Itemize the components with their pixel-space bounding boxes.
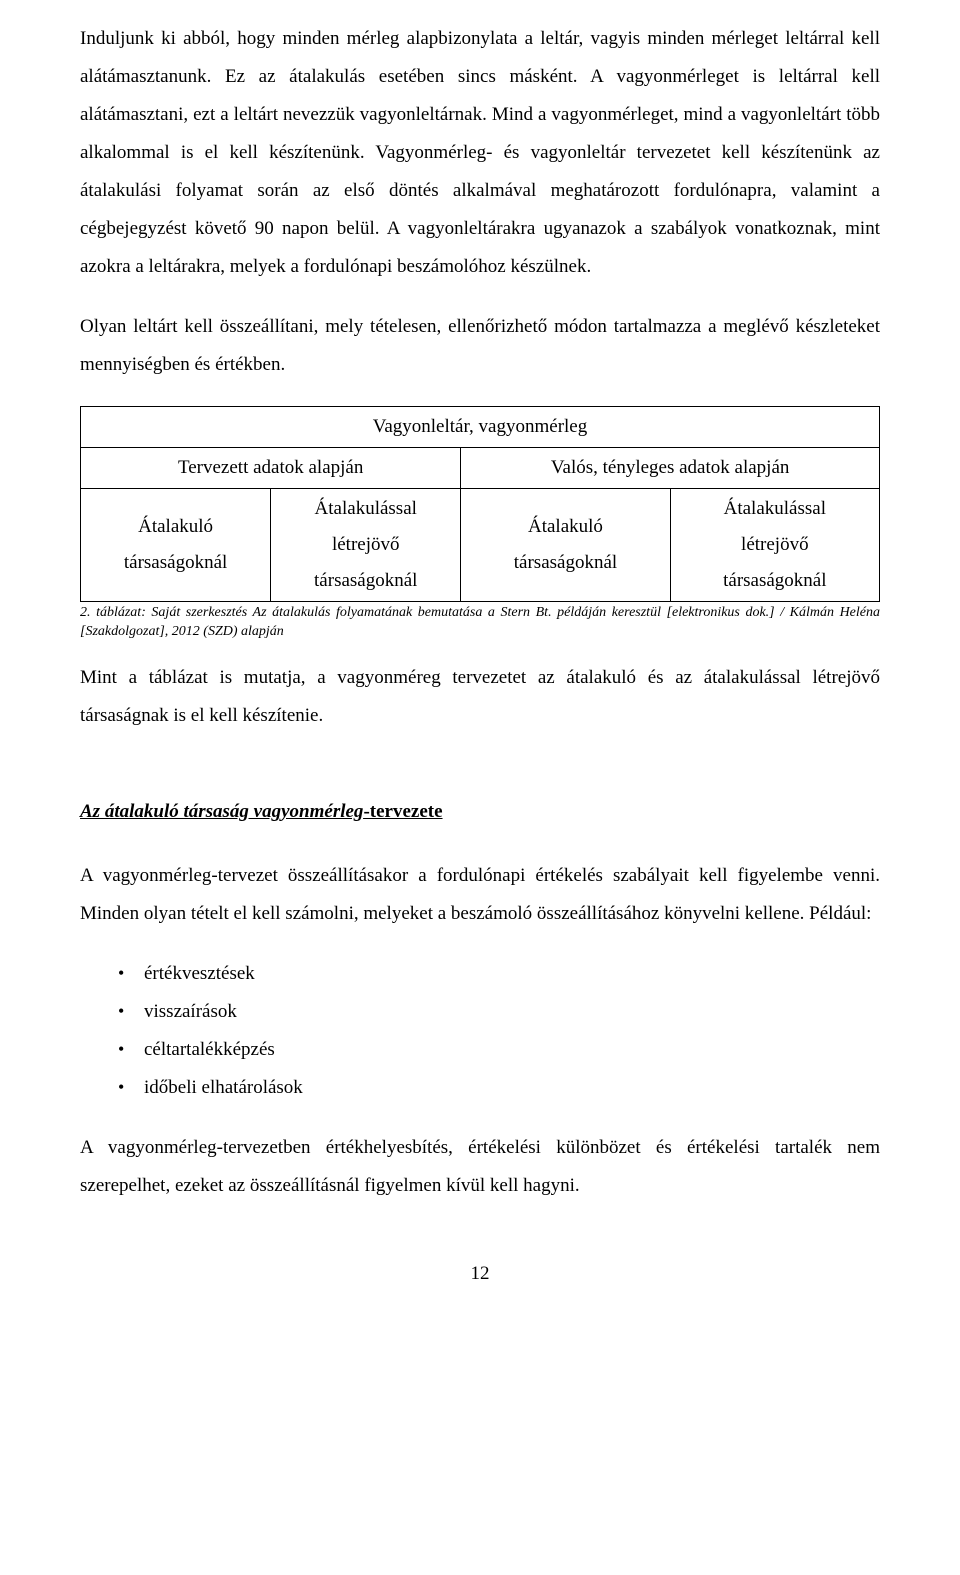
paragraph: A vagyonmérleg-tervezet összeállításakor…: [80, 857, 880, 933]
list-item: céltartalékképzés: [118, 1031, 880, 1069]
cell-line: Átalakuló: [138, 516, 213, 537]
vagyonleltar-table: Vagyonleltár, vagyonmérleg Tervezett ada…: [80, 406, 880, 602]
subheading-plain: -tervezete: [363, 801, 442, 822]
table-title-cell: Vagyonleltár, vagyonmérleg: [81, 407, 880, 448]
paragraph: Mint a táblázat is mutatja, a vagyonmére…: [80, 659, 880, 735]
table-caption: 2. táblázat: Saját szerkesztés Az átalak…: [80, 604, 880, 640]
table-row: Vagyonleltár, vagyonmérleg: [81, 407, 880, 448]
cell-line: társaságoknál: [514, 552, 617, 573]
cell-line: létrejövő: [332, 534, 400, 555]
cell-line: Átalakulással: [724, 498, 826, 519]
bullet-list: értékvesztések visszaírások céltartalékk…: [80, 955, 880, 1107]
subheading-italic: Az átalakuló társaság vagyonmérleg: [80, 801, 363, 822]
page-number: 12: [80, 1255, 880, 1293]
section-subheading: Az átalakuló társaság vagyonmérleg-terve…: [80, 793, 880, 831]
table-header-cell: Tervezett adatok alapján: [81, 448, 461, 489]
paragraph: A vagyonmérleg-tervezetben értékhelyesbí…: [80, 1129, 880, 1205]
table-row: Átalakuló társaságoknál Átalakulással lé…: [81, 489, 880, 602]
cell-line: társaságoknál: [723, 570, 826, 591]
cell-line: Átalakulással: [315, 498, 417, 519]
list-item: értékvesztések: [118, 955, 880, 993]
cell-line: társaságoknál: [124, 552, 227, 573]
table-cell: Átalakuló társaságoknál: [461, 489, 670, 602]
table-header-cell: Valós, tényleges adatok alapján: [461, 448, 880, 489]
table-cell: Átalakulással létrejövő társaságoknál: [271, 489, 461, 602]
table-cell: Átalakuló társaságoknál: [81, 489, 271, 602]
table-row: Tervezett adatok alapján Valós, ténylege…: [81, 448, 880, 489]
cell-line: Átalakuló: [528, 516, 603, 537]
list-item: időbeli elhatárolások: [118, 1069, 880, 1107]
cell-line: társaságoknál: [314, 570, 417, 591]
paragraph: Olyan leltárt kell összeállítani, mely t…: [80, 308, 880, 384]
table-cell: Átalakulással létrejövő társaságoknál: [670, 489, 879, 602]
paragraph: Induljunk ki abból, hogy minden mérleg a…: [80, 20, 880, 286]
list-item: visszaírások: [118, 993, 880, 1031]
cell-line: létrejövő: [741, 534, 809, 555]
